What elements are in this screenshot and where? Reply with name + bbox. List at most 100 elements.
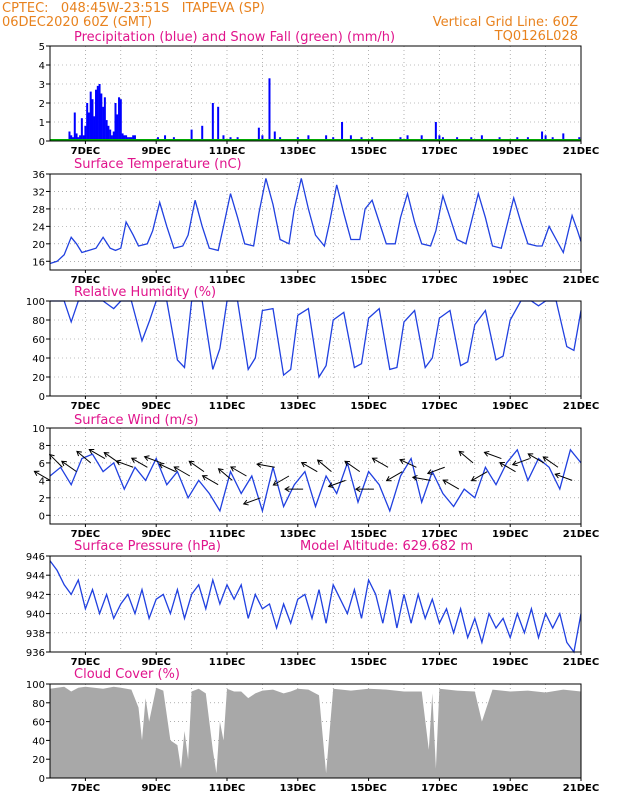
wind-arrow-head xyxy=(354,486,361,493)
panel-frame xyxy=(49,173,582,271)
precip-bar xyxy=(201,125,204,141)
x-tick-label: 17DEC xyxy=(421,401,457,412)
wind-arrow-head xyxy=(256,461,262,468)
wind-arrow-head xyxy=(499,462,505,468)
precip-bar xyxy=(70,135,73,141)
wind-arrow-shaft xyxy=(116,460,134,468)
precip-bar xyxy=(89,91,92,141)
precip-bar xyxy=(268,78,271,141)
precip-bar xyxy=(80,118,83,141)
wind-arrow-shaft xyxy=(412,476,431,481)
y-tick-label: 946 xyxy=(26,552,45,563)
x-tick-label: 15DEC xyxy=(350,783,386,794)
wind-arrow-shaft xyxy=(458,450,474,464)
wind-arrow-head xyxy=(33,470,40,476)
wind-speed-line xyxy=(49,448,582,514)
wind-arrow-shaft xyxy=(317,459,332,473)
humidity-panel: Relative Humidity (%) 0 20 40 60 80 100 7DEC 9D… xyxy=(26,285,599,412)
wind-arrow-head xyxy=(483,450,490,457)
wind-arrow-head xyxy=(272,480,279,486)
wind-arrow-head xyxy=(385,476,392,482)
y-tick-label: 10 xyxy=(32,424,45,435)
header-model: TQ0126L028 xyxy=(494,29,578,44)
x-tick-label: 11DEC xyxy=(209,146,245,157)
wind-arrow-shaft xyxy=(328,479,346,487)
x-tick-label: 21DEC xyxy=(563,529,599,540)
cloud-cover-area xyxy=(50,686,581,778)
precip-bar xyxy=(541,131,544,141)
precip-bar xyxy=(544,135,547,141)
precip-bar xyxy=(107,125,110,141)
x-tick-label: 19DEC xyxy=(492,275,528,286)
precip-bar xyxy=(190,129,193,141)
wind-arrow-head xyxy=(300,462,307,468)
precip-bar xyxy=(222,135,225,141)
x-tick-label: 13DEC xyxy=(280,783,316,794)
wind-arrow-shaft xyxy=(527,453,545,464)
y-tick-label: 4 xyxy=(39,476,45,487)
precip-bar xyxy=(123,135,126,141)
y-tick-label: 0 xyxy=(39,137,45,148)
precip-bar xyxy=(125,135,128,141)
precip-bar xyxy=(95,89,98,141)
wind-arrow-head xyxy=(527,453,534,459)
wind-arrow-head xyxy=(188,460,195,467)
x-tick-label: 21DEC xyxy=(563,146,599,157)
precip-bar xyxy=(93,116,96,141)
wind-arrow-head xyxy=(201,475,208,481)
wind-arrow-head xyxy=(103,452,110,458)
y-tick-label: 3 xyxy=(39,80,45,91)
precip-bar xyxy=(110,135,113,141)
x-tick-label: 19DEC xyxy=(492,657,528,668)
wind-arrow-head xyxy=(143,455,150,461)
y-tick-label: 16 xyxy=(32,257,45,268)
precip-bar xyxy=(119,99,122,141)
x-tick-label: 13DEC xyxy=(280,146,316,157)
wind-arrow-shaft xyxy=(173,466,191,477)
wind-arrow-shaft xyxy=(144,456,162,464)
y-tick-label: 40 xyxy=(32,354,45,365)
y-tick-label: 0 xyxy=(39,392,45,403)
y-tick-label: 2 xyxy=(39,99,45,110)
wind-arrow-shaft xyxy=(499,462,516,473)
wind-title: Surface Wind (m/s) xyxy=(74,413,198,428)
y-tick-label: 100 xyxy=(26,680,45,691)
x-tick-label: 17DEC xyxy=(421,146,457,157)
wind-arrow-head xyxy=(61,460,67,467)
precip-bar xyxy=(307,135,310,141)
x-tick-label: 21DEC xyxy=(563,401,599,412)
precip-bar xyxy=(121,133,124,141)
precip-bar xyxy=(257,127,260,141)
y-tick-label: 0 xyxy=(39,511,45,522)
y-tick-label: 0 xyxy=(39,774,45,785)
pressure-title: Surface Pressure (hPa) xyxy=(74,539,221,554)
precip-bar xyxy=(96,85,99,141)
x-tick-label: 11DEC xyxy=(209,657,245,668)
precip-bar xyxy=(118,97,121,141)
precip-bar xyxy=(91,99,94,141)
header-grid-line: Vertical Grid Line: 60Z xyxy=(433,15,578,30)
precip-bar xyxy=(261,135,264,141)
pressure-panel: Surface Pressure (hPa) Model Altitude: 6… xyxy=(26,539,599,668)
x-tick-label: 7DEC xyxy=(71,783,100,794)
wind-arrow-shaft xyxy=(399,459,417,468)
precip-bar xyxy=(109,129,112,141)
wind-arrow-shaft xyxy=(443,479,460,490)
panel-frame xyxy=(49,427,582,525)
precip-bar xyxy=(480,135,483,141)
precip-bar xyxy=(420,135,423,141)
x-tick-label: 7DEC xyxy=(71,275,100,286)
x-tick-label: 15DEC xyxy=(350,529,386,540)
x-tick-label: 9DEC xyxy=(141,146,170,157)
precip-bar xyxy=(133,135,136,141)
wind-arrow-shaft xyxy=(427,466,445,474)
x-tick-label: 19DEC xyxy=(492,783,528,794)
cloud-cover-panel: Cloud Cover (%) 0 20 40 60 80 100 7DEC 9DEC 11DE… xyxy=(26,667,599,794)
precip-bar xyxy=(325,135,328,141)
x-tick-label: 15DEC xyxy=(350,657,386,668)
precip-bar xyxy=(116,114,119,141)
wind-arrow-head xyxy=(426,469,433,475)
panel-frame xyxy=(49,45,582,142)
x-tick-label: 9DEC xyxy=(141,657,170,668)
panel-frame xyxy=(49,300,582,397)
